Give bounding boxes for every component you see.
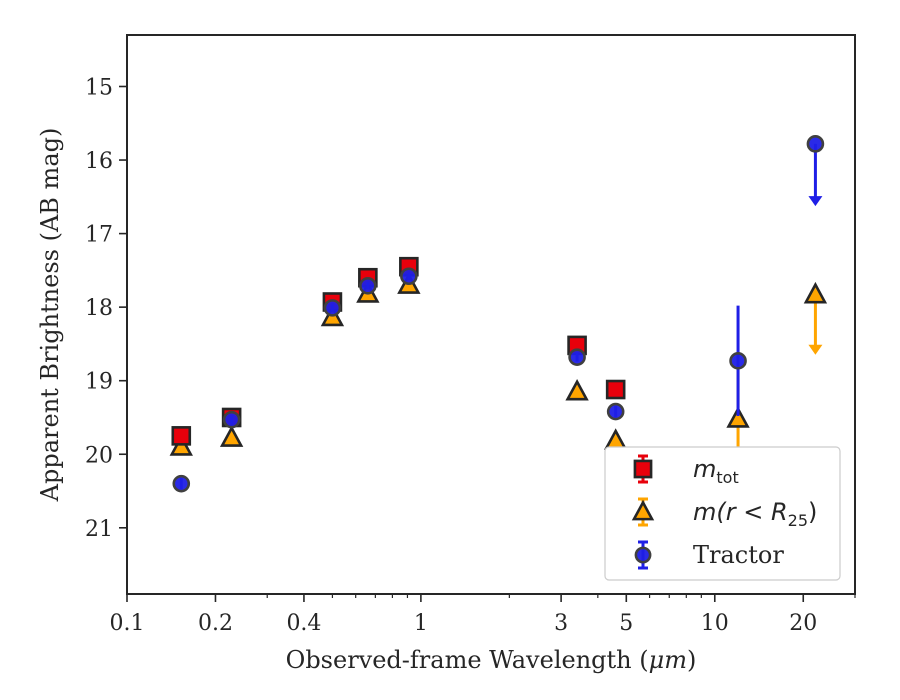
x-axis-label-prefix: Observed-frame Wavelength ( xyxy=(286,646,649,674)
triangle-marker xyxy=(803,281,828,304)
plot-frame xyxy=(126,34,856,595)
y-tick-label: 19 xyxy=(85,370,113,395)
x-axis-label-suffix: ) xyxy=(687,646,696,674)
x-tick-label: 0.2 xyxy=(198,611,233,636)
circle-marker xyxy=(806,135,825,153)
upper-limit-arrow xyxy=(808,196,823,207)
y-tick-label: 15 xyxy=(85,75,113,100)
y-tick-label: 17 xyxy=(85,223,113,248)
x-axis-ticks: 0.1 0.2 0.4 1 3 5 10 20 xyxy=(110,594,856,636)
circle-marker xyxy=(400,267,418,286)
y-tick-label: 18 xyxy=(85,296,113,321)
x-tick-label: 0.1 xyxy=(110,611,145,636)
triangle-marker xyxy=(565,379,589,401)
square-marker xyxy=(171,426,192,446)
circle-marker xyxy=(172,474,191,493)
triangle-marker xyxy=(219,425,244,447)
circle-marker xyxy=(606,402,625,421)
y-tick-label: 21 xyxy=(85,517,113,542)
triangle-marker xyxy=(603,428,628,450)
y-axis-ticks: 15 16 17 18 19 20 21 xyxy=(85,75,127,542)
legend: mtot m(r < R25) Tractor xyxy=(604,446,841,581)
circle-marker xyxy=(634,546,652,564)
legend-label: mtot xyxy=(693,455,739,487)
x-tick-label: 20 xyxy=(789,611,817,636)
triangle-marker xyxy=(726,406,750,428)
triangle-marker xyxy=(631,499,655,521)
legend-label: m(r < R25) xyxy=(693,498,817,530)
circle-marker xyxy=(568,348,586,366)
legend-entries: mtot m(r < R25) Tractor xyxy=(631,454,817,570)
x-tick-label: 5 xyxy=(619,611,633,636)
x-tick-label: 3 xyxy=(554,611,568,636)
circle-marker xyxy=(323,299,342,317)
legend-box xyxy=(604,446,841,581)
legend-label: Tractor xyxy=(693,541,784,569)
data-layer xyxy=(169,135,828,493)
y-tick-label: 16 xyxy=(85,149,113,174)
x-axis-label: Observed-frame Wavelength (μm) xyxy=(286,646,697,674)
circle-marker xyxy=(729,352,747,370)
y-axis-label: Apparent Brightness (AB mag) xyxy=(36,128,64,503)
circle-marker xyxy=(222,410,241,429)
x-tick-label: 10 xyxy=(701,611,729,636)
upper-limit-arrow xyxy=(808,344,823,355)
y-tick-label: 20 xyxy=(85,443,113,468)
x-axis-label-unit: μm xyxy=(649,646,687,674)
x-tick-label: 1 xyxy=(414,611,428,636)
square-marker xyxy=(633,459,653,479)
square-marker xyxy=(605,379,626,400)
x-tick-label: 0.4 xyxy=(286,611,321,636)
circle-marker xyxy=(359,277,377,295)
